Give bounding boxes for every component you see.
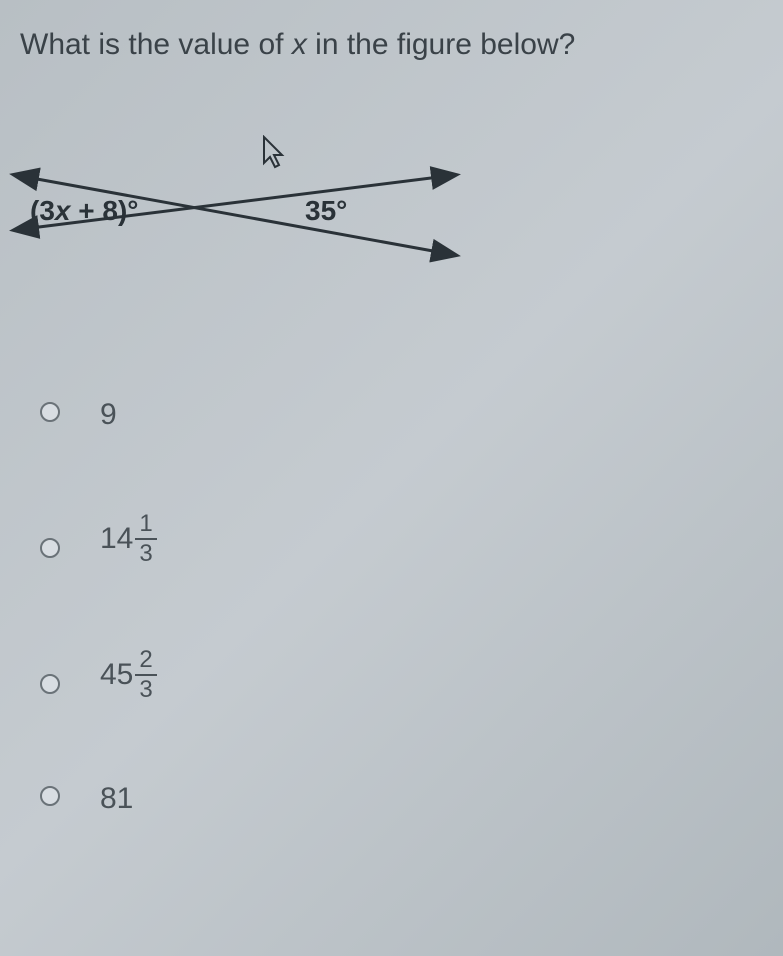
option-c[interactable]: 4523 bbox=[40, 648, 157, 694]
option-a[interactable]: 9 bbox=[40, 400, 157, 422]
option-b-text: 1413 bbox=[100, 512, 157, 566]
radio-b[interactable] bbox=[40, 538, 60, 558]
radio-d[interactable] bbox=[40, 786, 60, 806]
radio-c[interactable] bbox=[40, 674, 60, 694]
cursor-icon bbox=[260, 135, 288, 176]
option-a-text: 9 bbox=[100, 400, 117, 430]
radio-a[interactable] bbox=[40, 402, 60, 422]
option-c-text: 4523 bbox=[100, 648, 157, 702]
left-angle-label: (3x + 8)° bbox=[30, 195, 139, 227]
option-c-whole: 45 bbox=[100, 658, 133, 691]
right-angle-label: 35° bbox=[305, 195, 347, 227]
question-variable: x bbox=[292, 28, 307, 61]
question-prefix: What is the value of bbox=[20, 28, 292, 61]
option-c-fraction: 23 bbox=[135, 648, 156, 702]
option-b-whole: 14 bbox=[100, 522, 133, 555]
answer-options: 9 1413 4523 81 bbox=[40, 400, 157, 896]
question-suffix: in the figure below? bbox=[307, 28, 576, 61]
option-b-fraction: 13 bbox=[135, 512, 156, 566]
option-d[interactable]: 81 bbox=[40, 784, 157, 806]
question-text: What is the value of x in the figure bel… bbox=[20, 28, 575, 62]
option-d-text: 81 bbox=[100, 784, 133, 814]
option-b[interactable]: 1413 bbox=[40, 512, 157, 558]
